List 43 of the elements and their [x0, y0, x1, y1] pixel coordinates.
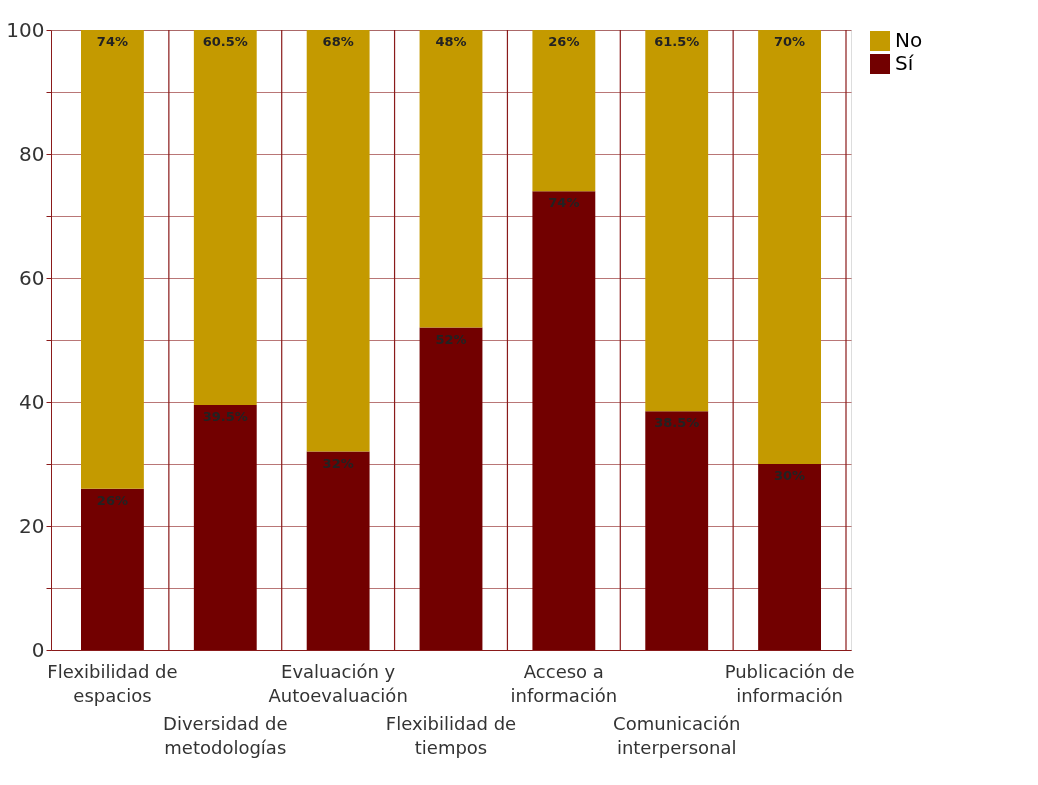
bar — [193, 405, 257, 650]
y-tick-label: 80 — [19, 141, 45, 166]
y-tick-label: 0 — [31, 637, 45, 662]
x-tick-label: Comunicación interpersonal — [613, 713, 741, 758]
bar — [306, 451, 370, 650]
bar — [645, 411, 709, 650]
y-tick-label: 20 — [19, 513, 45, 538]
data-label: 32% — [322, 455, 354, 471]
data-label: 70% — [774, 34, 806, 49]
data-label: 60.5% — [202, 34, 248, 49]
bar — [532, 30, 596, 192]
x-tick-label: Acceso a información — [510, 661, 618, 706]
data-label: 61.5% — [654, 34, 700, 49]
y-tick-label: 40 — [19, 389, 45, 414]
data-label: 26% — [548, 34, 580, 49]
data-label: 38.5% — [654, 415, 700, 431]
legend-label: No — [895, 28, 923, 52]
legend-label: Sí — [895, 51, 915, 75]
data-label: 30% — [774, 468, 806, 483]
bar — [81, 30, 144, 489]
data-label: 74% — [96, 34, 128, 49]
x-tick-label: Diversidad de metodologías — [163, 713, 288, 758]
data-label: 48% — [435, 34, 467, 49]
bar — [532, 191, 596, 650]
x-tick-label: Flexibilidad de tiempos — [385, 713, 517, 758]
x-tick-label: Flexibilidad de espacios — [47, 661, 178, 706]
bar — [419, 327, 483, 650]
x-tick-label: Publicación de información — [724, 661, 855, 706]
y-tick-label: 100 — [6, 17, 45, 42]
data-label: 26% — [96, 492, 128, 508]
x-tick-label: Evaluación y Autoevaluación — [268, 661, 408, 706]
bar — [81, 488, 144, 650]
bar — [193, 30, 257, 406]
data-label: 39.5% — [202, 409, 248, 425]
bar — [645, 30, 709, 412]
bar — [306, 30, 370, 452]
bar — [419, 30, 483, 328]
y-tick-label: 60 — [19, 265, 45, 290]
bar — [758, 464, 821, 650]
data-label: 74% — [548, 195, 580, 211]
data-label: 52% — [435, 331, 467, 347]
bar — [758, 30, 821, 464]
data-label: 68% — [322, 34, 354, 49]
